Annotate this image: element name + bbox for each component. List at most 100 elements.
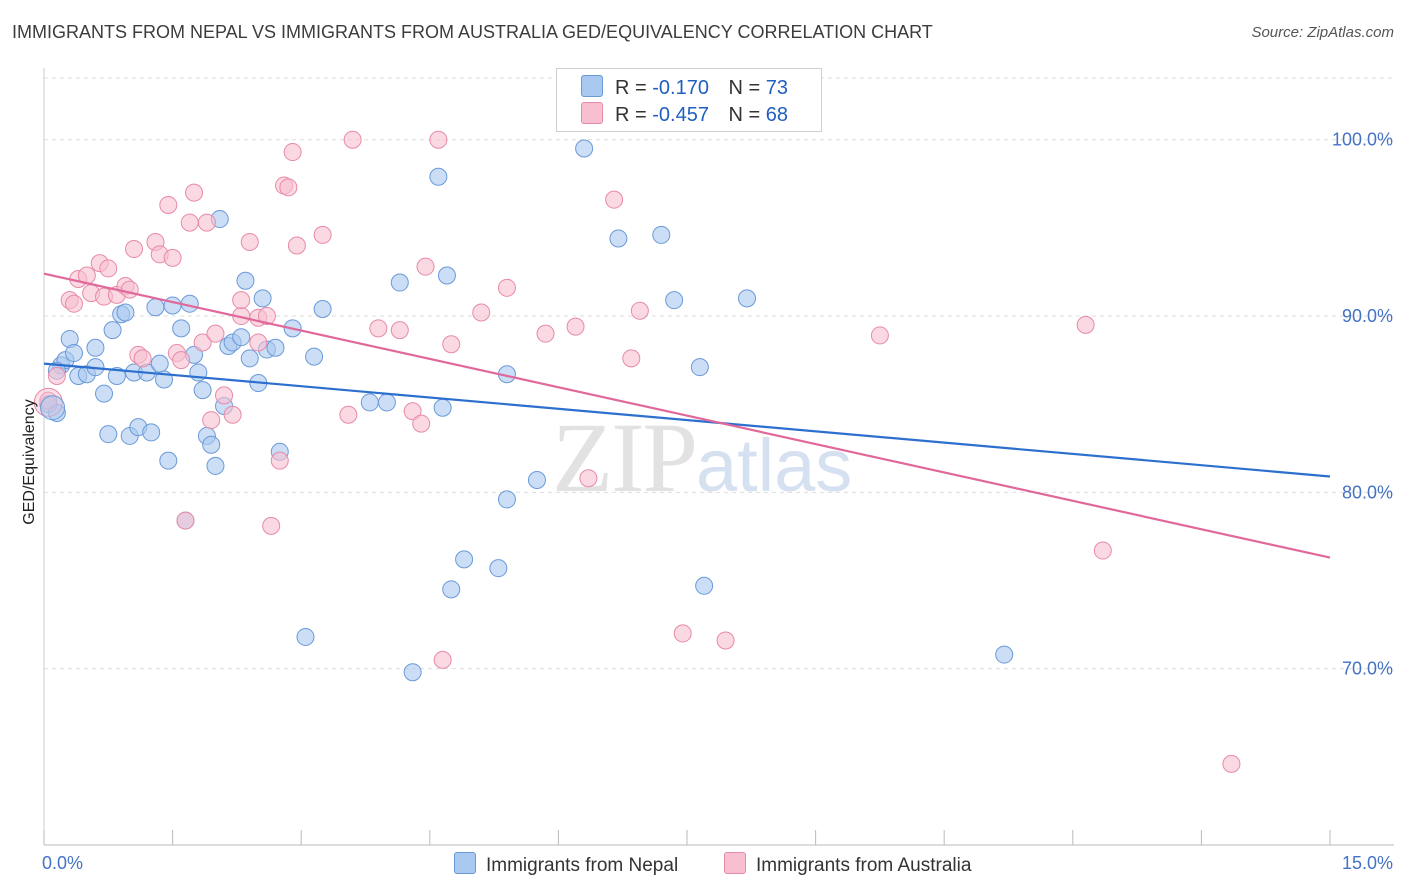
data-point-australia — [120, 280, 139, 299]
legend-r-value-nepal: -0.170 — [652, 77, 709, 99]
data-point-nepal — [236, 271, 255, 290]
data-point-australia — [433, 650, 452, 669]
data-point-nepal — [995, 645, 1014, 664]
data-point-australia — [497, 278, 516, 297]
data-point-australia — [185, 183, 204, 202]
data-point-nepal — [665, 291, 684, 310]
data-point-nepal — [575, 139, 594, 158]
legend-row-australia: R = -0.457 N = 68 — [581, 102, 788, 126]
data-point-australia — [536, 324, 555, 343]
data-point-nepal — [99, 425, 118, 444]
data-point-australia — [579, 469, 598, 488]
data-point-australia — [232, 291, 251, 310]
data-point-nepal — [163, 296, 182, 315]
data-point-nepal — [107, 366, 126, 385]
data-point-nepal — [527, 471, 546, 490]
data-points — [33, 130, 1241, 773]
data-point-australia — [313, 225, 332, 244]
data-point-nepal — [652, 225, 671, 244]
legend-swatch-australia — [724, 852, 746, 874]
data-point-nepal — [437, 266, 456, 285]
data-point-australia — [566, 317, 585, 336]
data-point-australia — [249, 333, 268, 352]
data-point-nepal — [240, 349, 259, 368]
chart-title: IMMIGRANTS FROM NEPAL VS IMMIGRANTS FROM… — [12, 22, 933, 42]
data-point-nepal — [313, 299, 332, 318]
data-point-nepal — [159, 451, 178, 470]
data-point-nepal — [65, 344, 84, 363]
legend-r-value-australia: -0.457 — [652, 104, 709, 126]
trend-line-nepal — [43, 362, 1331, 478]
legend-n-value-nepal: 73 — [765, 77, 789, 99]
legend-item-nepal[interactable]: Immigrants from Nepal — [454, 852, 678, 877]
data-point-australia — [442, 335, 461, 354]
axes — [43, 68, 1394, 846]
data-point-nepal — [738, 289, 757, 308]
legend-label-nepal: Immigrants from Nepal — [486, 855, 679, 876]
data-point-nepal — [442, 580, 461, 599]
data-point-australia — [180, 213, 199, 232]
data-point-australia — [47, 366, 66, 385]
data-point-australia — [262, 516, 281, 535]
grid-lines — [44, 77, 1394, 670]
source-label: Source: ZipAtlas.com — [1251, 24, 1394, 41]
data-point-australia — [403, 402, 422, 421]
data-point-nepal — [360, 393, 379, 412]
tick-labels: 70.0% 80.0% 90.0% 100.0% 0.0% 15.0% GED/Equiva… — [21, 130, 1393, 873]
y-tick-label: 100.0% — [1332, 130, 1393, 150]
data-point-nepal — [40, 395, 66, 421]
data-point-australia — [176, 511, 195, 530]
data-point-australia — [622, 349, 641, 368]
data-point-nepal — [489, 559, 508, 578]
data-point-australia — [172, 351, 191, 370]
data-point-nepal — [172, 319, 191, 338]
y-tick-label: 70.0% — [1342, 659, 1393, 679]
legend-swatch-australia — [581, 102, 603, 124]
watermark: ZIPatlas — [552, 400, 852, 515]
data-point-nepal — [142, 423, 161, 442]
data-point-australia — [1222, 754, 1241, 773]
data-point-australia — [223, 405, 242, 424]
data-point-australia — [193, 333, 212, 352]
data-point-nepal — [103, 321, 122, 340]
data-point-australia — [283, 143, 302, 162]
legend-r-label: R = — [615, 77, 647, 99]
correlation-legend: R = -0.170 N = 73 R = -0.457 N = 68 — [556, 68, 822, 132]
data-point-nepal — [455, 550, 474, 569]
data-point-nepal — [390, 273, 409, 292]
data-point-australia — [870, 326, 889, 345]
data-point-nepal — [193, 381, 212, 400]
data-point-australia — [270, 451, 289, 470]
data-point-nepal — [403, 663, 422, 682]
legend-item-australia[interactable]: Immigrants from Australia — [724, 852, 971, 877]
legend-r-label: R = — [615, 104, 647, 126]
data-point-nepal — [116, 303, 135, 322]
data-point-australia — [99, 259, 118, 278]
data-point-australia — [412, 414, 431, 433]
legend-n-label: N = — [728, 77, 761, 99]
data-point-australia — [630, 301, 649, 320]
legend-n-value-australia: 68 — [765, 104, 789, 126]
data-point-australia — [240, 232, 259, 251]
data-point-australia — [472, 303, 491, 322]
data-point-australia — [339, 405, 358, 424]
data-point-australia — [215, 386, 234, 405]
legend-row-nepal: R = -0.170 N = 73 — [581, 75, 788, 99]
data-point-australia — [369, 319, 388, 338]
data-point-australia — [605, 190, 624, 209]
data-point-nepal — [232, 328, 251, 347]
data-point-nepal — [202, 435, 221, 454]
data-point-nepal — [296, 627, 315, 646]
y-tick-label: 90.0% — [1342, 306, 1393, 326]
legend-swatch-nepal — [581, 75, 603, 97]
data-point-australia — [390, 321, 409, 340]
data-point-australia — [343, 130, 362, 149]
y-tick-label: 80.0% — [1342, 482, 1393, 502]
data-point-nepal — [690, 358, 709, 377]
data-point-australia — [202, 411, 221, 430]
x-tick-label: 0.0% — [42, 853, 83, 873]
data-point-australia — [257, 307, 276, 326]
data-point-nepal — [433, 398, 452, 417]
watermark-zip: ZIP — [552, 402, 698, 513]
